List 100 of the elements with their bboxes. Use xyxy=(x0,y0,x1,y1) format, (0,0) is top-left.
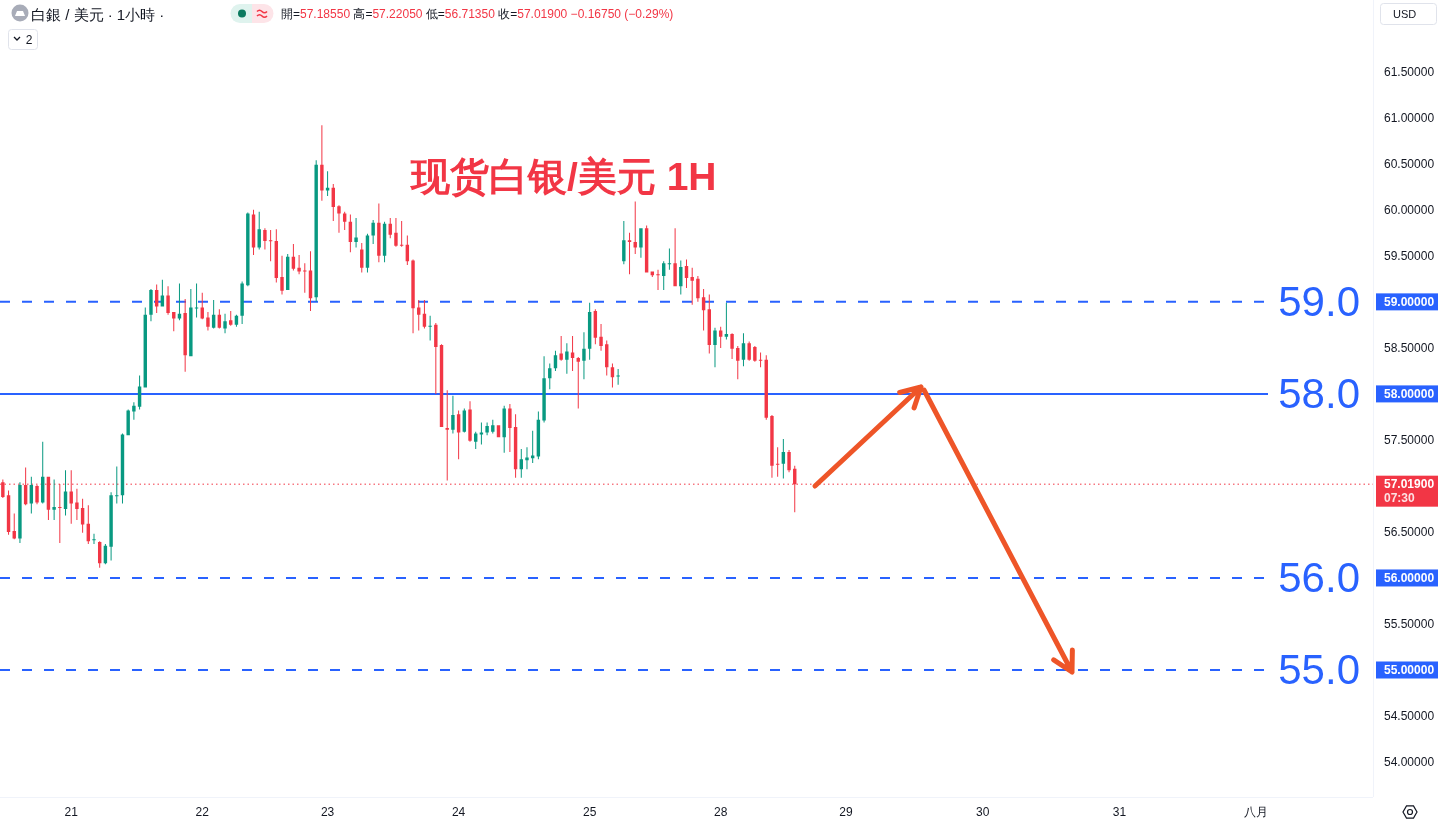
candlestick xyxy=(525,447,529,470)
x-tick-label: 24 xyxy=(451,805,466,819)
candlestick xyxy=(724,302,729,340)
y-tick-label: 58.50000 xyxy=(1384,340,1435,355)
candlestick xyxy=(747,341,751,361)
candlestick xyxy=(730,333,734,359)
y-tick-label: 56.00000 xyxy=(1384,570,1435,585)
candlestick xyxy=(485,422,489,436)
y-tick-label: 61.50000 xyxy=(1384,64,1435,79)
candlestick xyxy=(263,228,267,250)
candlestick xyxy=(246,212,250,287)
candlestick xyxy=(451,395,455,434)
candlestick xyxy=(565,343,569,374)
candlestick xyxy=(354,218,358,248)
candlestick xyxy=(109,492,113,561)
candlestick xyxy=(491,419,495,434)
candlestick xyxy=(713,327,717,368)
candlestick xyxy=(166,286,170,315)
ref-line-label: 55.0 xyxy=(1278,646,1360,694)
candlestick xyxy=(268,230,273,262)
candlestick xyxy=(75,488,79,520)
candlestick xyxy=(673,228,677,287)
text: 现货白银/美元 1H xyxy=(409,154,717,198)
x-tick-label: 21 xyxy=(64,805,79,819)
annotation: 開=57.18550 高=57.22050 低=56.71350 收=57.01900 −0.16750 (−0.29%) xyxy=(281,7,674,21)
candlestick xyxy=(240,281,244,324)
candlestick xyxy=(303,263,307,293)
candlestick xyxy=(667,248,672,270)
candlestick xyxy=(508,404,512,452)
candlestick xyxy=(445,390,449,481)
x-tick-label: 23 xyxy=(320,805,335,819)
x-tick-label: 29 xyxy=(839,805,854,819)
ref-line-label: 59.0 xyxy=(1278,278,1360,326)
y-tick-label: 54.50000 xyxy=(1384,709,1435,724)
candlestick xyxy=(377,203,381,263)
candlestick xyxy=(770,415,774,478)
candlestick xyxy=(599,323,603,351)
candlestick xyxy=(115,466,119,504)
candlestick xyxy=(92,533,96,544)
candlestick xyxy=(576,357,580,409)
x-tick-label: 28 xyxy=(714,805,728,819)
candlestick xyxy=(58,484,62,543)
candlestick xyxy=(559,335,563,361)
candlestick xyxy=(468,401,472,442)
y-tick-label: 59.00000 xyxy=(1384,294,1435,309)
candlestick xyxy=(325,171,330,197)
y-tick-label: 61.00000 xyxy=(1384,110,1435,125)
candlestick xyxy=(753,346,757,362)
y-tick-label: 54.00000 xyxy=(1384,755,1435,770)
candlestick xyxy=(126,409,130,436)
candlestick xyxy=(679,260,683,295)
candlestick xyxy=(639,228,643,258)
ref-line-label: 56.0 xyxy=(1278,554,1360,602)
x-tick-label: 22 xyxy=(195,805,210,819)
candlestick xyxy=(758,352,763,368)
candlestick xyxy=(394,218,398,247)
candlestick xyxy=(428,315,432,341)
y-tick-label: 60.50000 xyxy=(1384,156,1435,171)
y-tick-label: 60.00000 xyxy=(1384,202,1435,217)
y-tick-label: 55.50000 xyxy=(1384,616,1435,631)
candlestick xyxy=(18,482,22,543)
y-tick-label: 58.00000 xyxy=(1384,386,1435,401)
candlestick xyxy=(775,447,780,477)
candlestick xyxy=(411,259,415,334)
x-tick-label: 八月 xyxy=(1244,805,1269,819)
candlestick xyxy=(656,269,660,290)
candlestick xyxy=(633,201,637,255)
candlestick xyxy=(696,276,700,302)
candlestick xyxy=(502,405,506,453)
candlestick xyxy=(542,356,546,423)
ref-line-label: 58.0 xyxy=(1278,370,1360,418)
candlestick xyxy=(280,255,284,295)
candlestick xyxy=(371,219,375,244)
candlestick xyxy=(627,232,632,275)
candlestick xyxy=(314,160,318,302)
y-tick-label: 56.50000 xyxy=(1384,524,1435,539)
chart-subtitle: 白銀 / 美元 · 1小時 · xyxy=(31,5,165,23)
x-tick-label: 31 xyxy=(1112,805,1127,819)
candlestick xyxy=(132,402,136,420)
candlestick xyxy=(149,288,153,322)
y-tick-label: 57.01900 xyxy=(1384,477,1435,492)
candlestick xyxy=(399,220,404,247)
candlestick xyxy=(206,311,210,331)
candlestick xyxy=(622,220,626,265)
y-tick-label: 57.50000 xyxy=(1384,432,1435,447)
text: USD xyxy=(1393,8,1417,20)
candlestick xyxy=(320,125,324,201)
candlestick xyxy=(183,299,187,372)
y-tick-label: 55.00000 xyxy=(1384,663,1435,677)
candlestick xyxy=(582,332,586,380)
y-tick-label: 59.50000 xyxy=(1384,248,1435,263)
candlestick xyxy=(616,369,620,385)
candlestick xyxy=(337,205,341,233)
candlestick xyxy=(52,479,56,520)
x-tick-label: 30 xyxy=(976,805,990,819)
candlestick xyxy=(690,267,694,305)
candlestick xyxy=(434,323,438,394)
annotation: 2 xyxy=(25,33,33,47)
candlestick xyxy=(223,313,227,334)
candlestick xyxy=(189,288,193,357)
